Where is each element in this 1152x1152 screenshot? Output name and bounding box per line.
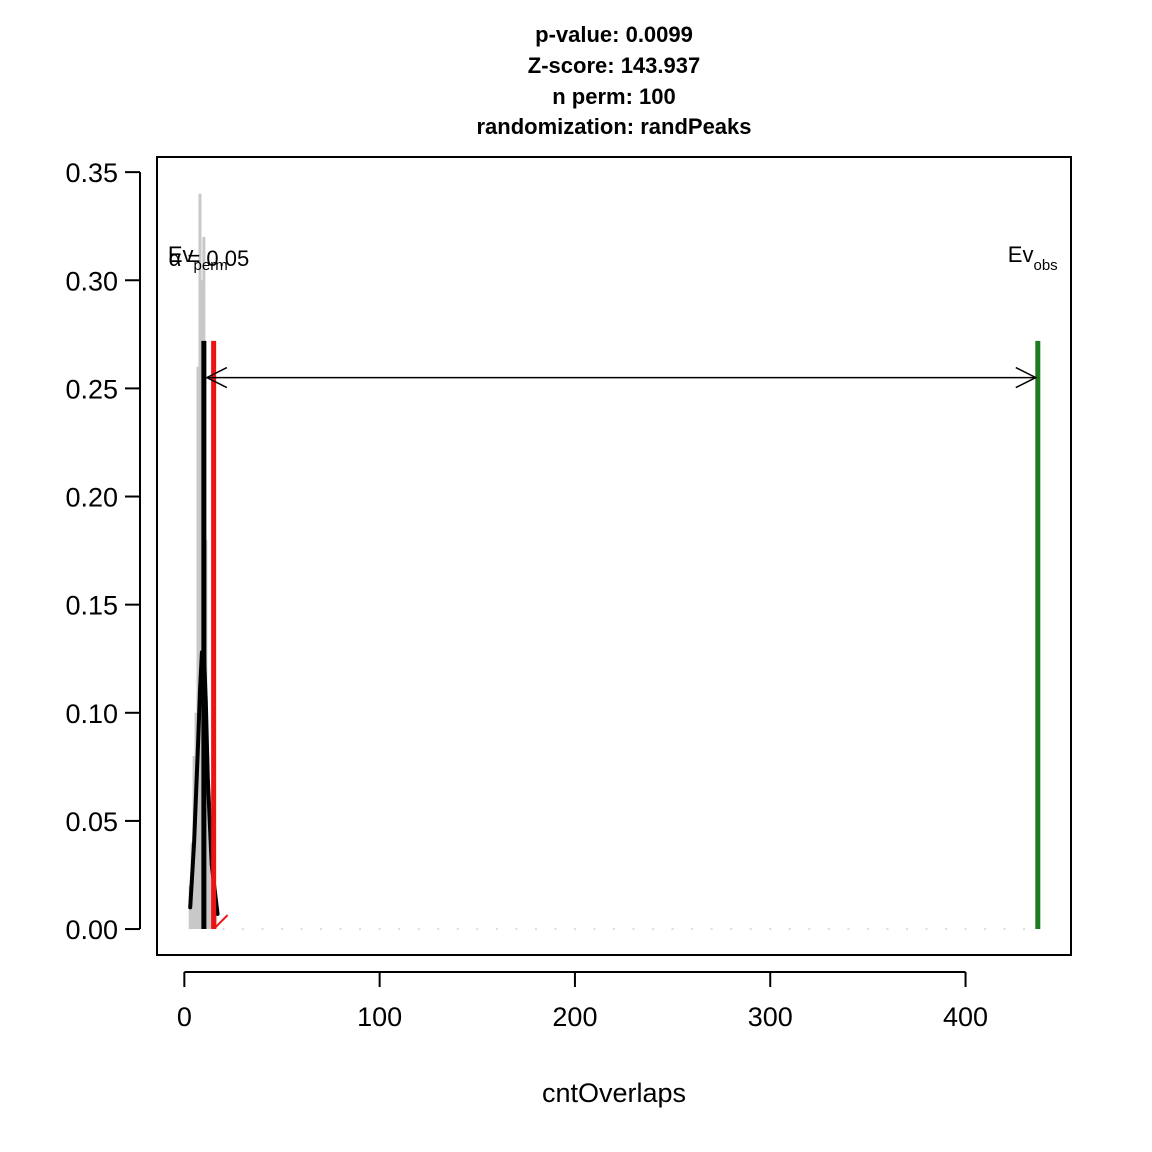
zero-dot-14: [495, 928, 498, 931]
y-axis: 0.00 0.05 0.10 0.15 0.20 0.25 0.30 0.35: [65, 158, 141, 945]
y-tick-label-4: 0.20: [65, 483, 118, 513]
x-tick-label-3: 300: [748, 1002, 793, 1032]
y-tick-label-1: 0.05: [65, 807, 118, 837]
zero-dot-37: [945, 928, 948, 931]
zero-dot-2: [261, 928, 264, 931]
y-tick-label-2: 0.10: [65, 699, 118, 729]
y-tick-label-6: 0.30: [65, 266, 118, 296]
y-tick-label-5: 0.25: [65, 374, 118, 404]
zero-dot-31: [827, 928, 830, 931]
zero-dot-7: [359, 928, 362, 931]
zero-dot-22: [652, 928, 655, 931]
zero-dot-40: [1003, 928, 1006, 931]
zero-dot-21: [632, 928, 635, 931]
zscore-arrow-right-head: [1015, 366, 1038, 389]
zero-dot-28: [769, 928, 772, 931]
zero-dot-26: [730, 928, 733, 931]
y-tick-label-7: 0.35: [65, 158, 118, 188]
zero-dot-27: [749, 928, 752, 931]
zero-dot-16: [534, 928, 537, 931]
y-tick-label-0: 0.00: [65, 915, 118, 945]
title-line-randomization: randomization: randPeaks: [476, 114, 751, 139]
zero-dot-20: [613, 928, 615, 931]
ev-perm-label-sub: perm: [194, 257, 228, 274]
x-axis-title: cntOverlaps: [542, 1078, 686, 1108]
x-tick-label-4: 400: [943, 1002, 988, 1032]
zero-dot-41: [1023, 928, 1026, 931]
x-tick-label-1: 100: [357, 1002, 402, 1032]
zero-dot-29: [788, 928, 791, 931]
zero-dot-32: [847, 928, 850, 931]
title-line-pvalue: p-value: 0.0099: [535, 22, 693, 47]
zero-dot-6: [339, 928, 342, 931]
zero-dot-10: [417, 928, 420, 931]
zero-dot-38: [964, 928, 967, 931]
reference-lines-layer: [201, 340, 1041, 930]
alpha-label: α = 0.05: [169, 246, 250, 271]
zero-dot-33: [866, 928, 869, 931]
zero-dot-15: [515, 928, 518, 931]
title-line-zscore: Z-score: 143.937: [528, 53, 700, 78]
ev-obs-label: Evobs: [1008, 242, 1058, 274]
zero-dot-36: [925, 928, 928, 931]
alpha-base-mark: [214, 914, 229, 928]
zero-dot-5: [320, 928, 323, 931]
x-tick-label-2: 200: [552, 1002, 597, 1032]
ev-obs-label-sub: obs: [1033, 257, 1057, 274]
zero-dot-30: [808, 928, 811, 931]
title-line-nperm: n perm: 100: [552, 84, 676, 109]
zero-dot-39: [984, 928, 987, 931]
zero-baseline-dots: [222, 928, 1026, 931]
zero-dot-18: [573, 928, 576, 931]
zero-dot-3: [280, 928, 283, 931]
zero-dot-11: [437, 928, 440, 931]
zero-dot-34: [886, 928, 889, 931]
zero-dot-4: [300, 928, 303, 931]
zero-dot-25: [710, 928, 713, 931]
zero-dot-1: [241, 928, 244, 931]
zero-dot-35: [905, 928, 908, 931]
zero-dot-17: [554, 928, 557, 931]
zero-dot-24: [691, 928, 694, 931]
zero-dot-13: [476, 928, 479, 931]
chart-title: p-value: 0.0099 Z-score: 143.937 n perm:…: [476, 22, 751, 139]
zscore-arrow-left-head: [205, 366, 228, 389]
zero-dot-23: [671, 928, 674, 931]
zero-dot-12: [456, 928, 459, 931]
plot-frame: [156, 156, 1072, 956]
x-tick-label-0: 0: [177, 1002, 192, 1032]
x-axis: 0 100 200 300 400: [177, 971, 988, 1032]
zero-dot-9: [398, 928, 401, 931]
y-tick-label-3: 0.15: [65, 591, 118, 621]
zero-dot-19: [593, 928, 596, 931]
zero-dot-0: [222, 928, 225, 931]
zero-dot-8: [378, 928, 381, 931]
